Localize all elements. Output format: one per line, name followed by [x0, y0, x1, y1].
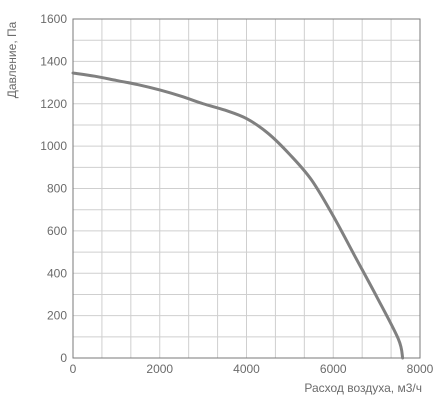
- plot-frame: [72, 18, 421, 359]
- grid: [73, 19, 420, 358]
- x-tick-label: 2000: [146, 362, 173, 376]
- y-tick-label: 600: [47, 224, 67, 238]
- x-tick-label: 0: [70, 362, 77, 376]
- y-tick-label: 1400: [40, 54, 67, 68]
- y-tick-label: 1600: [40, 12, 67, 26]
- x-tick-label: 8000: [407, 362, 434, 376]
- x-tick-label: 6000: [320, 362, 347, 376]
- y-tick-label: 200: [47, 309, 67, 323]
- y-tick-label: 800: [47, 182, 67, 196]
- x-tick-label: 4000: [233, 362, 260, 376]
- series: [71, 71, 405, 360]
- y-tick-label: 1000: [40, 139, 67, 153]
- y-tick-label: 1200: [40, 97, 67, 111]
- y-axis-title: Давление, Па: [5, 21, 19, 98]
- y-tick-label: 0: [60, 351, 67, 365]
- axes: 0 2000 4000 6000 8000 0 200 400 600 800 1000 1200 14…: [40, 12, 433, 376]
- x-axis-title: Расход воздуха, м3/ч: [304, 381, 422, 395]
- pressure-curve: [71, 71, 405, 360]
- y-tick-label: 400: [47, 266, 67, 280]
